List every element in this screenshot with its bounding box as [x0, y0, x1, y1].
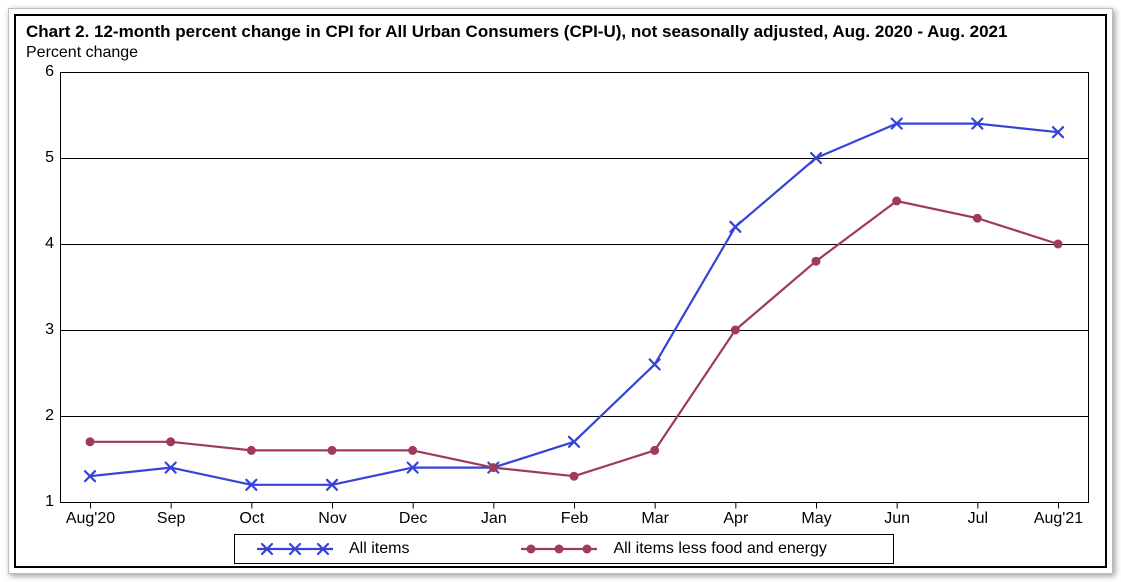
x-tick-label: Nov: [318, 510, 346, 528]
chart-panel: Chart 2. 12-month percent change in CPI …: [14, 14, 1107, 568]
x-tick-label: Jan: [481, 510, 507, 528]
series-line-all_items: [90, 124, 1058, 485]
x-tick-label: May: [801, 510, 831, 528]
plot-svg: [60, 72, 1090, 532]
shadow-wrap: Chart 2. 12-month percent change in CPI …: [8, 8, 1113, 574]
chart-title: Chart 2. 12-month percent change in CPI …: [26, 22, 1007, 42]
legend-swatch-all_items: [255, 539, 335, 559]
x-tick-label: Jul: [968, 510, 988, 528]
y-tick-label: 5: [45, 149, 54, 167]
y-tick-label: 2: [45, 407, 54, 425]
x-tick-label: Aug'21: [1034, 510, 1083, 528]
plot-area: 123456Aug'20SepOctNovDecJanFebMarAprMayJ…: [60, 72, 1088, 532]
outer-frame: Chart 2. 12-month percent change in CPI …: [0, 0, 1121, 582]
y-tick-label: 3: [45, 321, 54, 339]
x-tick-label: Apr: [723, 510, 748, 528]
legend: All items All items less food and energy: [234, 534, 894, 564]
y-tick-label: 6: [45, 63, 54, 81]
legend-swatch-less_food_energy: [519, 539, 599, 559]
legend-label-less_food_energy: All items less food and energy: [613, 540, 826, 558]
x-tick-label: Oct: [239, 510, 264, 528]
x-tick-label: Aug'20: [66, 510, 115, 528]
legend-label-all_items: All items: [349, 540, 409, 558]
y-tick-label: 4: [45, 235, 54, 253]
legend-item-all_items: All items: [255, 539, 409, 559]
series-line-less_food_energy: [90, 201, 1058, 476]
legend-item-less_food_energy: All items less food and energy: [519, 539, 826, 559]
x-tick-label: Mar: [641, 510, 669, 528]
x-tick-label: Dec: [399, 510, 427, 528]
y-tick-label: 1: [45, 493, 54, 511]
x-tick-label: Jun: [884, 510, 910, 528]
chart-subtitle: Percent change: [26, 44, 1007, 62]
x-tick-label: Sep: [157, 510, 185, 528]
x-tick-label: Feb: [561, 510, 589, 528]
title-block: Chart 2. 12-month percent change in CPI …: [26, 22, 1007, 62]
